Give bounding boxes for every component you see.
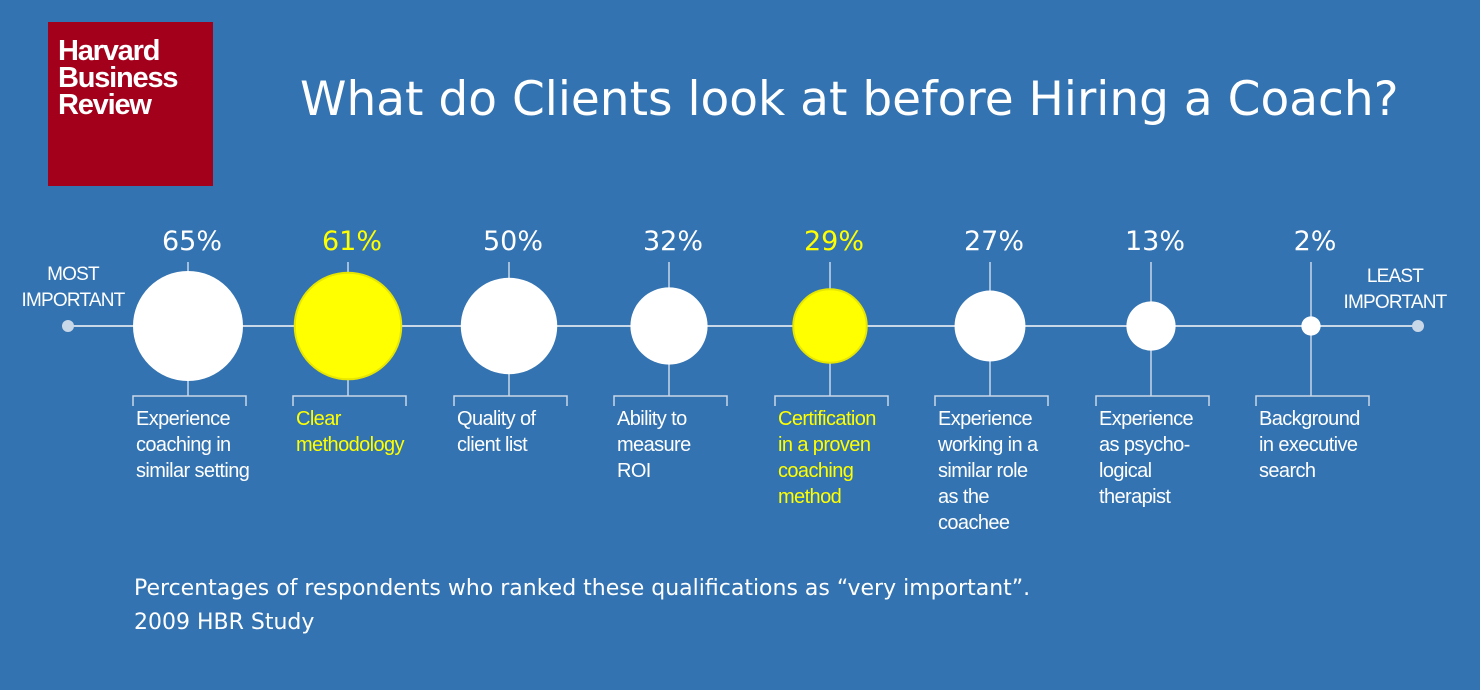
bubble-6 bbox=[954, 290, 1026, 362]
category-label-6: Experience working in a similar role as the… bbox=[937, 408, 1039, 534]
chart-title: What do Clients look at before Hiring a … bbox=[300, 72, 1399, 127]
bubble-3 bbox=[460, 277, 558, 375]
logo-line-3: Review bbox=[58, 89, 152, 121]
value-label-1: 65% bbox=[162, 226, 222, 257]
footnote: Percentages of respondents who ranked th… bbox=[134, 572, 1030, 640]
bubble-8 bbox=[1301, 316, 1321, 336]
label-bracket-5 bbox=[774, 395, 889, 406]
value-label-5: 29% bbox=[804, 226, 864, 257]
value-label-4: 32% bbox=[643, 226, 703, 257]
value-label-2: 61% bbox=[322, 226, 382, 257]
category-label-7: Experience as psycho-logical therapist bbox=[1099, 408, 1194, 508]
bubble-2 bbox=[293, 271, 403, 381]
label-bracket-1 bbox=[132, 395, 247, 406]
logo-line-1: Harvard bbox=[58, 35, 160, 67]
value-label-8: 2% bbox=[1294, 226, 1337, 257]
label-bracket-3 bbox=[453, 395, 568, 406]
category-label-3: Quality of client list bbox=[457, 408, 537, 456]
label-bracket-2 bbox=[292, 395, 407, 406]
value-label-6: 27% bbox=[964, 226, 1024, 257]
value-label-3: 50% bbox=[483, 226, 543, 257]
axis-start-dot bbox=[62, 320, 74, 332]
bubble-7 bbox=[1126, 301, 1176, 351]
axis-end-dot bbox=[1412, 320, 1424, 332]
bubble-4 bbox=[630, 287, 708, 365]
bubble-1 bbox=[133, 271, 243, 381]
value-label-7: 13% bbox=[1125, 226, 1185, 257]
category-label-4: Ability to measure ROI bbox=[617, 408, 691, 482]
logo-line-2: Business bbox=[58, 62, 179, 94]
category-label-5: Certification in a proven coaching method bbox=[778, 408, 876, 508]
label-bracket-7 bbox=[1095, 395, 1210, 406]
footnote-source: 2009 HBR Study bbox=[134, 610, 315, 635]
least-important-label: LEAST IMPORTANT bbox=[1343, 266, 1448, 313]
most-important-label: MOST IMPORTANT bbox=[21, 264, 126, 311]
label-bracket-8 bbox=[1255, 395, 1370, 406]
category-label-8: Background in executive search bbox=[1259, 408, 1360, 482]
footnote-description: Percentages of respondents who ranked th… bbox=[134, 576, 1031, 601]
bubble-5 bbox=[792, 288, 868, 364]
category-label-1: Experience coaching in similar setting bbox=[136, 408, 249, 482]
hbr-logo: Harvard Business Review bbox=[48, 22, 213, 186]
category-label-2: Clear methodology bbox=[296, 408, 405, 456]
label-bracket-6 bbox=[934, 395, 1049, 406]
label-bracket-4 bbox=[613, 395, 728, 406]
